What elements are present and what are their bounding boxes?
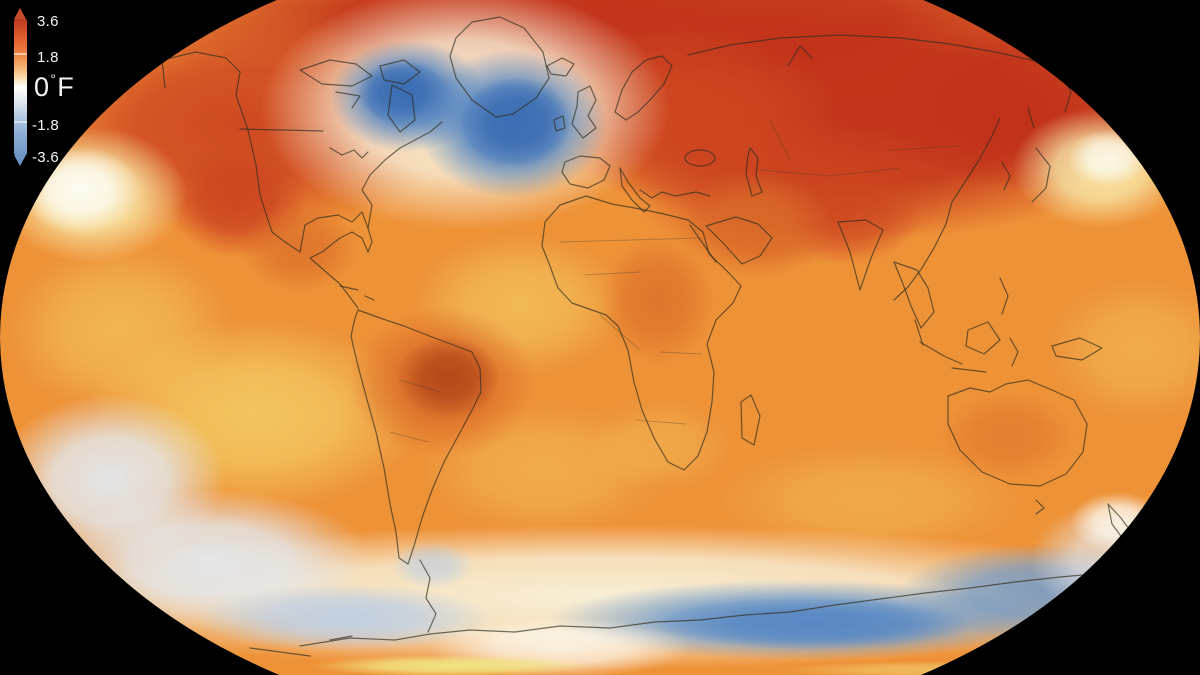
cool-spot-northeast-pacific: [1068, 130, 1148, 186]
legend-colorbar: [14, 19, 27, 155]
mild-warm-patches: [10, 235, 1200, 555]
legend-label-min: -3.6: [32, 149, 60, 166]
legend-arrow-up-icon: [14, 8, 26, 19]
temperature-scale-legend: 3.6 1.8 0°F -1.8 -3.6: [13, 6, 163, 182]
warm-streak-antarctic-interior: [312, 655, 592, 675]
legend-zero-value: 0: [34, 72, 50, 102]
coastline-scandinavia: [614, 55, 673, 121]
warm-brazil-core: [396, 336, 500, 420]
coastline-africa: [541, 195, 742, 471]
legend-tick-minus-1-8: [14, 121, 27, 123]
coastline-north-america: [161, 51, 373, 309]
warm-northeast-africa: [600, 234, 716, 366]
warm-middle-east: [677, 170, 833, 280]
legend-label-lower: -1.8: [32, 117, 60, 134]
coastline-antarctica: [299, 567, 1186, 647]
legend-arrow-down-icon: [14, 155, 26, 166]
coastline-south-america: [350, 309, 482, 565]
warm-australia: [938, 391, 1078, 481]
degree-symbol: °: [50, 71, 57, 87]
coastline-asia: [687, 34, 1069, 73]
legend-unit: F: [57, 72, 75, 102]
legend-label-zero: 0°F: [34, 72, 74, 101]
coastlines: [149, 16, 1186, 657]
coastline-greenland: [449, 16, 550, 118]
legend-label-max: 3.6: [37, 13, 59, 30]
cool-spot-new-zealand: [1070, 492, 1166, 552]
legend-tick-plus-1-8: [14, 53, 27, 55]
coastline-australia: [947, 379, 1088, 487]
country-borders: [389, 119, 961, 443]
legend-label-upper: 1.8: [37, 49, 59, 66]
